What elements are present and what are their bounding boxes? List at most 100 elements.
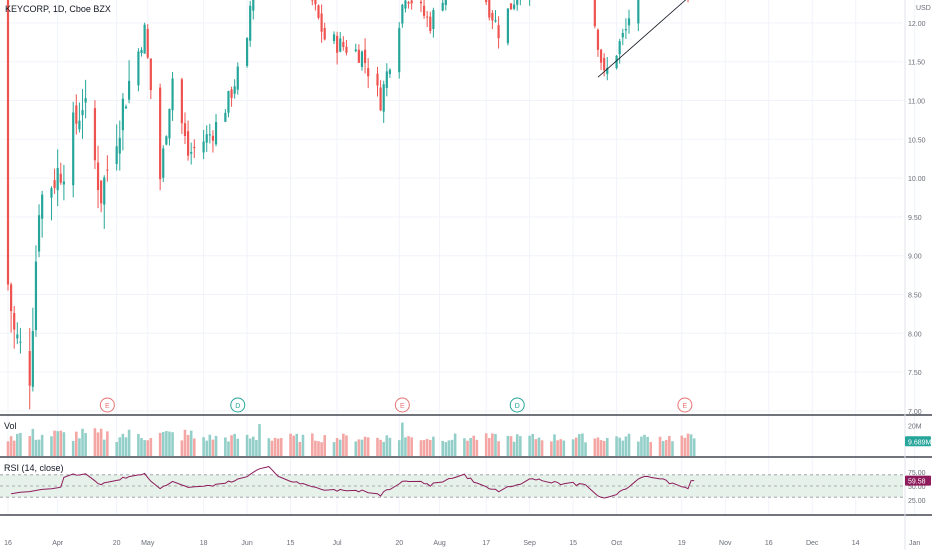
candle-body <box>317 5 320 18</box>
volume-bar <box>31 428 35 456</box>
volume-bar <box>34 439 38 456</box>
volume-bar <box>345 435 348 456</box>
candle-body <box>249 5 252 41</box>
candle-body <box>357 49 360 63</box>
event-marker-label: D <box>235 403 240 410</box>
volume-bar <box>664 439 668 456</box>
time-axis-label: Jul <box>333 540 342 547</box>
event-marker-e[interactable] <box>394 397 410 413</box>
candle-body <box>121 98 124 131</box>
time-axis-label: Jun <box>241 540 252 547</box>
candle-body <box>137 51 140 86</box>
candle-body <box>345 46 348 53</box>
volume-bar <box>407 436 410 456</box>
candle-body <box>202 141 205 153</box>
candle-body <box>96 162 100 191</box>
candle-body <box>603 57 606 71</box>
volume-bar <box>230 435 233 456</box>
volume-bar <box>382 441 386 456</box>
candle-body <box>93 108 97 161</box>
volume-bar <box>509 436 513 456</box>
time-axis-label: 15 <box>287 540 295 547</box>
candle-body <box>230 89 233 98</box>
time-axis-label: 20 <box>395 540 403 547</box>
volume-bar <box>314 440 317 456</box>
candle-body <box>497 25 500 39</box>
price-axis-label: 9.50 <box>908 215 922 222</box>
price-axis-label: 9.00 <box>908 254 922 261</box>
volume-bar <box>189 430 193 456</box>
volume-bar <box>491 433 494 456</box>
candle-body <box>118 137 121 154</box>
volume-bar <box>425 438 429 456</box>
candle-body <box>314 0 317 5</box>
price-axis-label: 10.00 <box>908 176 926 183</box>
volume-bar <box>50 436 53 456</box>
candle-body <box>320 13 323 32</box>
volume-bar <box>441 441 444 456</box>
candle-body <box>236 66 239 90</box>
volume-bar <box>149 437 153 456</box>
event-marker-d[interactable] <box>230 397 246 413</box>
candle-body <box>143 24 146 54</box>
candle-body <box>506 8 510 44</box>
volume-bar <box>512 441 516 456</box>
event-marker-label: D <box>515 403 520 410</box>
volume-axis-label: 20M <box>908 424 922 431</box>
volume-bar <box>342 433 345 456</box>
volume-bar <box>428 439 432 456</box>
trend-line[interactable] <box>597 0 704 78</box>
candle-body <box>332 34 336 42</box>
candle-body <box>379 87 382 111</box>
candle-body <box>401 4 404 24</box>
volume-bar <box>258 424 261 456</box>
volume-bar <box>397 440 401 456</box>
candle-body <box>494 20 497 22</box>
volume-bar <box>363 436 367 456</box>
event-marker-e[interactable] <box>99 397 115 413</box>
volume-bar <box>53 430 56 456</box>
time-axis-label: 19 <box>678 540 686 547</box>
volume-bar <box>56 431 59 456</box>
drawings[interactable]: 61.80%(13.42) <box>260 0 903 78</box>
volume-bar <box>497 441 500 456</box>
volume-bar <box>180 440 184 456</box>
candle-body <box>31 331 34 387</box>
rsi-badge: 59.58 <box>908 479 926 486</box>
volume-bar <box>506 435 510 456</box>
volume-bar <box>171 432 174 456</box>
volume-bar <box>279 438 283 456</box>
event-marker-d[interactable] <box>509 397 525 413</box>
volume-bar <box>62 432 66 456</box>
candle-body <box>171 78 174 111</box>
volume-bar <box>211 439 215 456</box>
candle-body <box>339 38 342 52</box>
candle-body <box>615 55 618 69</box>
candles <box>6 0 689 410</box>
event-marker-e[interactable] <box>677 397 693 413</box>
candle-body <box>75 105 78 124</box>
volume-bar <box>602 440 606 456</box>
volume-bar <box>338 439 342 456</box>
volume-bar <box>571 439 575 456</box>
volume-bar <box>6 441 10 456</box>
volume-bar <box>317 441 320 456</box>
volume-bar <box>649 442 653 456</box>
volume-bar <box>236 438 240 456</box>
rsi-axis-label: 25.00 <box>908 498 926 505</box>
volume-bar <box>581 433 584 456</box>
candle-body <box>149 58 152 91</box>
volume-bar <box>668 436 671 456</box>
candle-body <box>624 29 627 31</box>
volume-bar <box>671 441 674 456</box>
candle-body <box>106 169 109 171</box>
candle-body <box>311 0 314 1</box>
volume-bar <box>404 437 407 456</box>
candle-body <box>34 261 38 331</box>
candle-body <box>637 0 640 24</box>
volume-bar <box>224 437 227 456</box>
